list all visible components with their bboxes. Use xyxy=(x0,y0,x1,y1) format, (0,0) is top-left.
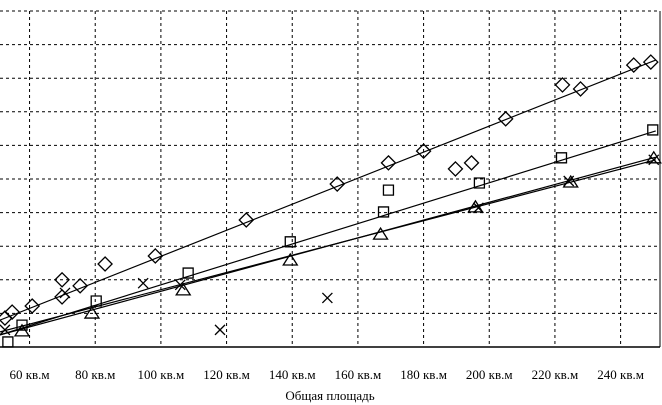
x-tick-label: 220 кв.м xyxy=(532,367,579,382)
point xyxy=(645,150,662,164)
point xyxy=(321,292,333,304)
point xyxy=(2,336,14,348)
point xyxy=(572,81,589,97)
point xyxy=(497,110,514,127)
point xyxy=(380,154,397,171)
point xyxy=(175,282,192,296)
x-tick-label: 60 кв.м xyxy=(9,367,49,382)
point xyxy=(555,152,568,164)
point xyxy=(282,252,299,266)
point xyxy=(83,305,101,319)
point xyxy=(329,176,346,192)
x-tick-label: 120 кв.м xyxy=(203,367,250,382)
point xyxy=(647,124,659,136)
x-axis-title: Общая площадь xyxy=(285,388,374,403)
x-tick-label: 160 кв.м xyxy=(335,367,382,382)
point xyxy=(372,226,389,240)
x-tick-label: 80 кв.м xyxy=(75,367,115,382)
trend-line xyxy=(0,59,656,321)
point xyxy=(137,277,149,289)
point xyxy=(625,57,642,74)
point xyxy=(59,287,71,299)
point xyxy=(554,77,571,93)
x-tick-label: 200 кв.м xyxy=(466,367,513,382)
x-tick-label: 100 кв.м xyxy=(138,367,185,382)
point xyxy=(54,271,70,288)
point xyxy=(238,212,255,228)
x-tick-label: 240 кв.м xyxy=(597,367,644,382)
point xyxy=(415,143,432,160)
point xyxy=(72,277,89,294)
point xyxy=(463,154,480,171)
trend-line xyxy=(0,130,656,336)
x-tick-label: 180 кв.м xyxy=(400,367,447,382)
point xyxy=(97,256,113,272)
point xyxy=(382,184,395,196)
point xyxy=(13,323,31,337)
trend-line xyxy=(0,156,656,336)
point xyxy=(467,199,484,213)
x-tick-label: 140 кв.м xyxy=(269,367,316,382)
point xyxy=(473,177,486,189)
point xyxy=(4,304,21,320)
point xyxy=(447,161,464,177)
point xyxy=(562,174,579,188)
point xyxy=(174,279,186,291)
point xyxy=(214,324,226,336)
point xyxy=(182,267,194,279)
point xyxy=(90,295,102,307)
point xyxy=(284,236,296,248)
point xyxy=(24,298,41,314)
point xyxy=(642,54,659,70)
point xyxy=(147,248,164,264)
point xyxy=(377,206,390,218)
